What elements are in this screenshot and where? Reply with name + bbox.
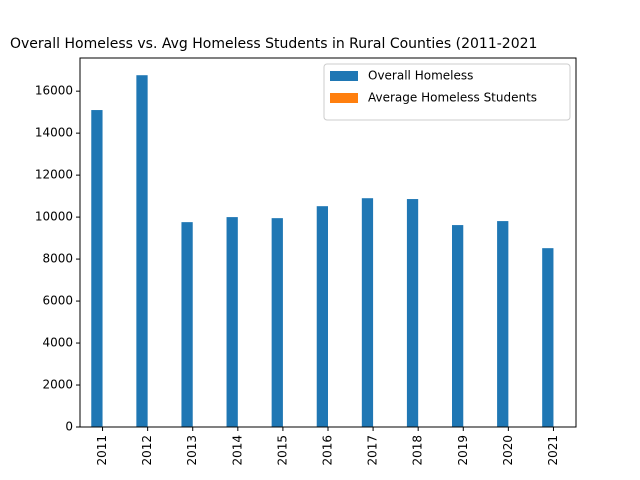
- bar: [91, 110, 103, 427]
- x-tick-label: 2015: [275, 435, 289, 466]
- x-tick-label: 2011: [95, 435, 109, 466]
- x-tick-label: 2017: [366, 435, 380, 466]
- x-tick-label: 2021: [546, 435, 560, 466]
- legend-swatch: [330, 71, 358, 81]
- x-tick-label: 2014: [230, 435, 244, 466]
- y-tick-label: 8000: [42, 252, 73, 266]
- bar: [406, 199, 419, 427]
- axes-frame: [79, 57, 577, 428]
- bar: [497, 221, 509, 427]
- y-tick-label: 6000: [42, 294, 73, 308]
- bar: [181, 222, 193, 427]
- bar: [136, 75, 148, 427]
- y-tick-label: 12000: [35, 168, 73, 182]
- legend-swatch: [330, 93, 358, 103]
- bar: [542, 248, 554, 427]
- legend-box: [323, 63, 571, 121]
- bar: [271, 218, 283, 427]
- chart-title: Overall Homeless vs. Avg Homeless Studen…: [10, 36, 537, 52]
- x-tick-label: 2012: [140, 435, 154, 466]
- bar: [452, 225, 464, 427]
- y-tick-label: 4000: [42, 336, 73, 350]
- y-tick-label: 16000: [35, 84, 73, 98]
- x-tick-label: 2016: [321, 435, 335, 466]
- bar: [361, 198, 374, 427]
- bar: [226, 217, 238, 427]
- bar: [316, 206, 328, 427]
- x-tick-label: 2018: [411, 435, 425, 466]
- y-tick-label: 10000: [35, 210, 73, 224]
- y-tick-label: 2000: [42, 378, 73, 392]
- x-tick-label: 2013: [185, 435, 199, 466]
- y-tick-label: 0: [65, 420, 73, 434]
- legend-label: Average Homeless Students: [368, 91, 537, 105]
- x-tick-label: 2019: [456, 435, 470, 466]
- x-tick-label: 2020: [501, 435, 515, 466]
- y-tick-label: 14000: [35, 126, 73, 140]
- legend-label: Overall Homeless: [368, 69, 473, 83]
- legend: Overall Homeless Average Homeless Student…: [323, 63, 571, 121]
